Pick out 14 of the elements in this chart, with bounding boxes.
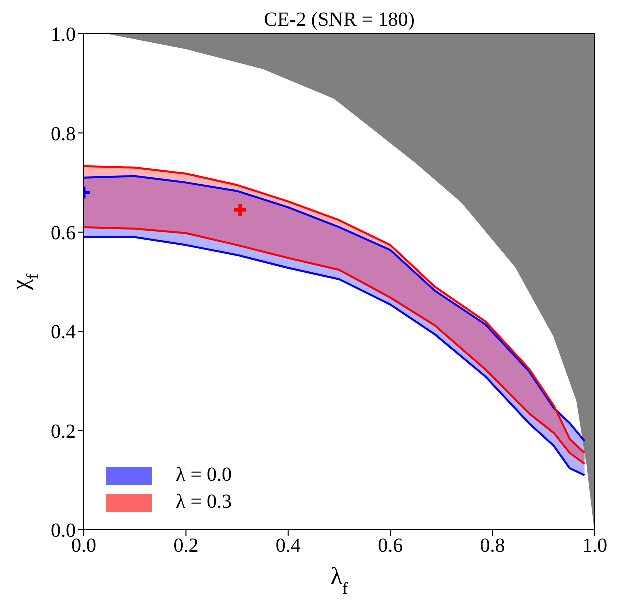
y-tick-label: 0.6 <box>51 222 76 244</box>
x-axis-title: λ$_{f}$ <box>330 564 349 598</box>
x-tick-label: 0.8 <box>480 535 506 558</box>
x-tick-label: 1.0 <box>582 535 608 558</box>
x-tick-label: 0.6 <box>378 535 404 558</box>
y-tick-label: 0.8 <box>51 123 76 146</box>
x-tick-label: 0.4 <box>276 535 301 558</box>
x-tick-label: 0.2 <box>174 535 199 558</box>
y-tick-label: 0.2 <box>51 420 76 443</box>
legend-label: λ = 0.0 <box>176 464 232 487</box>
legend-label: λ = 0.3 <box>176 491 232 514</box>
y-tick-label: 0.4 <box>51 322 76 344</box>
chart-title: CE-2 (SNR = 180) <box>264 9 415 31</box>
y-tick-label: 1.0 <box>51 24 76 46</box>
